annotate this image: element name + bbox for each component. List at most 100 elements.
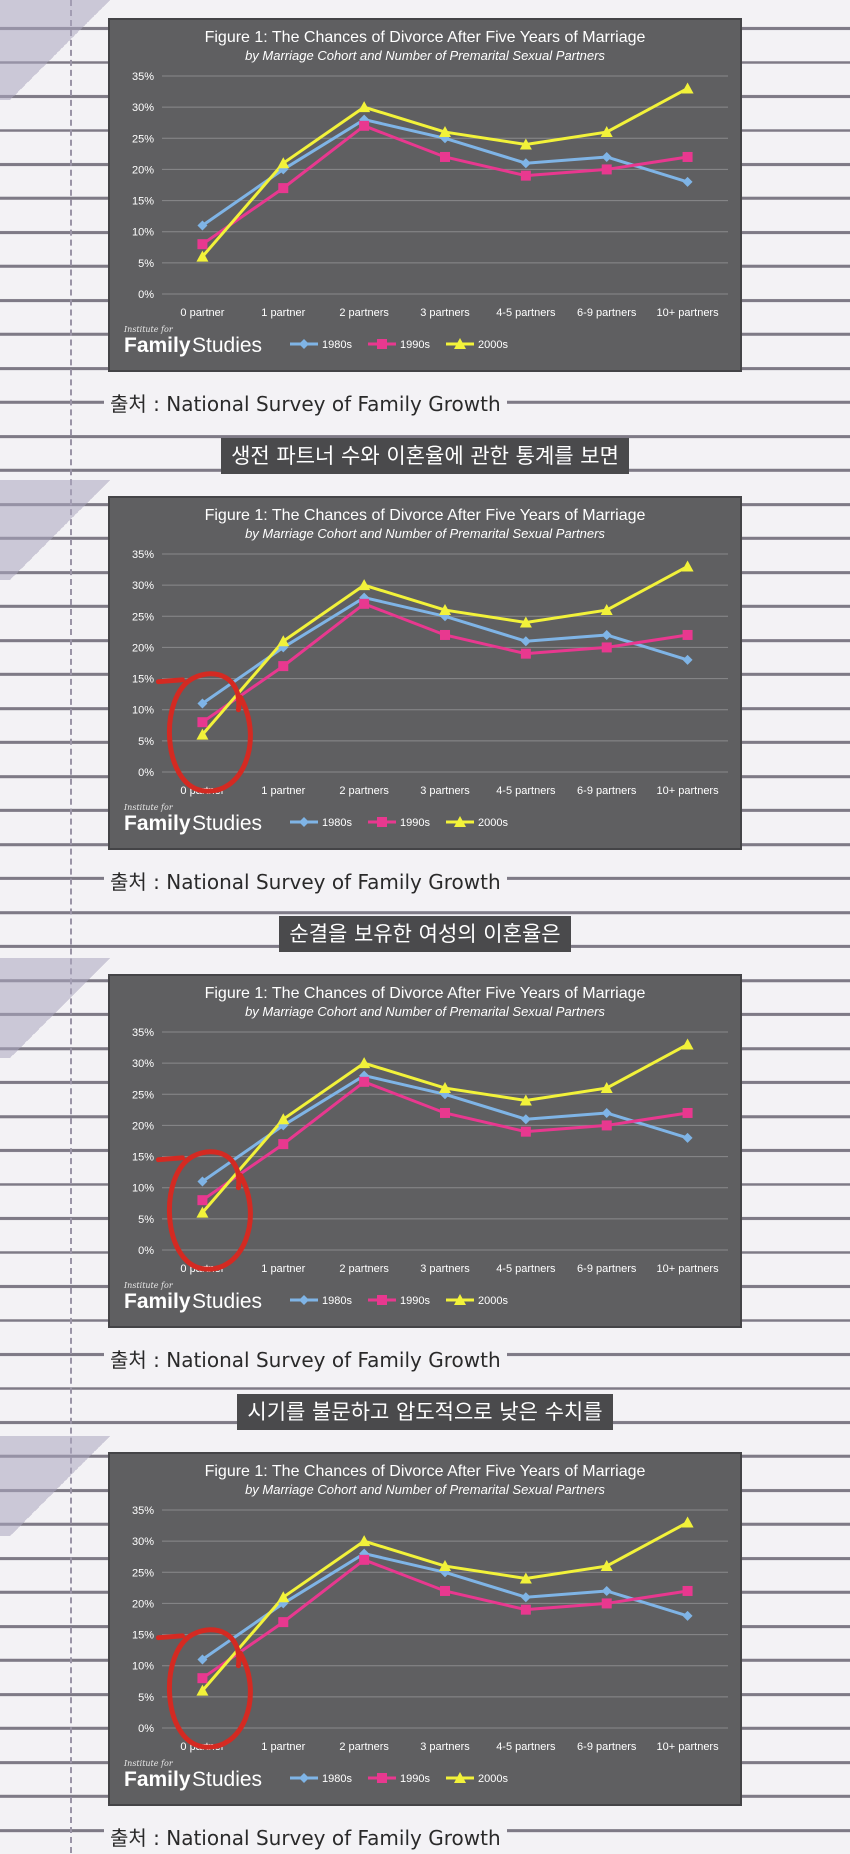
y-tick-label: 25%: [132, 611, 154, 623]
data-point-1980s: [197, 1176, 208, 1187]
x-tick-label: 10+ partners: [657, 307, 720, 319]
data-point-1980s: [440, 611, 450, 622]
data-point-2000s: [358, 101, 371, 113]
y-tick-label: 5%: [138, 1214, 154, 1226]
y-tick-label: 5%: [138, 258, 154, 270]
x-tick-label: 4-5 partners: [496, 1263, 556, 1275]
x-tick-label: 2 partners: [339, 307, 389, 319]
chart-subtitle: by Marriage Cohort and Number of Premari…: [245, 48, 605, 63]
y-tick-label: 20%: [132, 642, 154, 654]
data-point-1990s: [359, 120, 370, 131]
data-point-1990s: [359, 598, 370, 609]
legend-marker-1990s: [377, 1773, 387, 1783]
logo-studies-text: Studies: [192, 1768, 262, 1791]
y-tick-label: 10%: [132, 1661, 154, 1673]
y-tick-label: 0%: [138, 767, 154, 779]
data-point-1990s: [440, 629, 450, 640]
y-tick-label: 10%: [132, 227, 154, 239]
y-tick-label: 5%: [138, 736, 154, 748]
data-point-2000s: [681, 560, 694, 572]
legend-label-2000s: 2000s: [478, 1773, 508, 1785]
data-point-1990s: [278, 183, 289, 194]
data-point-1990s: [682, 629, 693, 640]
legend-label-1980s: 1980s: [322, 1773, 352, 1785]
y-tick-label: 5%: [138, 1692, 154, 1704]
x-tick-label: 2 partners: [339, 1741, 389, 1753]
y-tick-label: 35%: [132, 1027, 154, 1039]
legend-label-2000s: 2000s: [478, 1295, 508, 1307]
x-tick-label: 0 partner: [180, 307, 224, 319]
logo-studies-text: Studies: [192, 812, 262, 835]
logo-family-text: Family: [124, 812, 191, 835]
chart-subtitle: by Marriage Cohort and Number of Premari…: [245, 526, 605, 541]
legend-label-1990s: 1990s: [400, 1773, 430, 1785]
logo-family-text: Family: [124, 1290, 191, 1313]
data-point-2000s: [277, 1591, 290, 1603]
caption-text: 시기를 불문하고 압도적으로 낮은 수치를: [237, 1394, 613, 1430]
legend-marker-1990s: [377, 817, 387, 827]
chart-title: Figure 1: The Chances of Divorce After F…: [205, 985, 646, 1002]
data-point-1990s: [359, 1076, 370, 1087]
y-tick-label: 30%: [132, 580, 154, 592]
data-point-1980s: [682, 1132, 693, 1143]
data-point-1980s: [520, 636, 531, 647]
chart-subtitle: by Marriage Cohort and Number of Premari…: [245, 1004, 605, 1019]
x-tick-label: 4-5 partners: [496, 1741, 556, 1753]
x-tick-label: 6-9 partners: [577, 1741, 637, 1753]
data-point-1990s: [197, 1673, 208, 1684]
data-point-2000s: [681, 1516, 694, 1528]
caption: 생전 파트너 수와 이혼율에 관한 통계를 보면: [0, 438, 850, 474]
divorce-chart: Figure 1: The Chances of Divorce After F…: [108, 1452, 742, 1806]
x-tick-label: 3 partners: [420, 1741, 470, 1753]
chart-svg: Figure 1: The Chances of Divorce After F…: [123, 1463, 728, 1791]
page-corner-decoration: [0, 0, 120, 100]
logo-studies-text: Studies: [192, 1290, 262, 1313]
x-tick-label: 1 partner: [261, 1741, 305, 1753]
caption: 순결을 보유한 여성의 이혼율은: [0, 916, 850, 952]
chart-svg: Figure 1: The Chances of Divorce After F…: [123, 507, 728, 835]
y-tick-label: 30%: [132, 102, 154, 114]
data-point-2000s: [277, 1113, 290, 1125]
y-tick-label: 10%: [132, 1183, 154, 1195]
data-point-1980s: [440, 133, 450, 144]
x-tick-label: 3 partners: [420, 1263, 470, 1275]
caption-text: 순결을 보유한 여성의 이혼율은: [279, 916, 571, 952]
series-line-1990s: [201, 1080, 688, 1202]
legend-marker-1990s: [377, 1295, 387, 1305]
x-tick-label: 4-5 partners: [496, 307, 556, 319]
y-tick-label: 0%: [138, 289, 154, 301]
divorce-chart: Figure 1: The Chances of Divorce After F…: [108, 18, 742, 372]
legend-marker-1990s: [377, 339, 387, 349]
x-tick-label: 3 partners: [420, 307, 470, 319]
data-point-1990s: [682, 1585, 693, 1596]
data-point-1980s: [601, 1585, 612, 1596]
chart-title: Figure 1: The Chances of Divorce After F…: [205, 1463, 646, 1480]
series-line-1990s: [201, 602, 688, 724]
y-tick-label: 15%: [132, 674, 154, 686]
y-tick-label: 0%: [138, 1245, 154, 1257]
data-point-1990s: [601, 642, 612, 653]
data-point-1990s: [601, 1120, 612, 1131]
y-tick-label: 20%: [132, 1598, 154, 1610]
chart-subtitle: by Marriage Cohort and Number of Premari…: [245, 1482, 605, 1497]
chart-svg: Figure 1: The Chances of Divorce After F…: [123, 29, 728, 357]
x-tick-label: 1 partner: [261, 307, 305, 319]
data-point-1990s: [359, 1554, 370, 1565]
legend-marker-1980s: [299, 1295, 309, 1305]
page-corner-decoration: [0, 958, 120, 1058]
x-tick-label: 4-5 partners: [496, 785, 556, 797]
y-tick-label: 15%: [132, 196, 154, 208]
data-point-2000s: [196, 1684, 209, 1696]
data-point-1990s: [520, 1126, 531, 1137]
y-tick-label: 25%: [132, 133, 154, 145]
legend-marker-1980s: [299, 817, 309, 827]
chart-title: Figure 1: The Chances of Divorce After F…: [205, 29, 646, 46]
data-point-1980s: [601, 629, 612, 640]
data-point-1990s: [278, 661, 289, 672]
data-point-1990s: [520, 170, 531, 181]
legend-marker-1980s: [299, 1773, 309, 1783]
logo-family-text: Family: [124, 334, 191, 357]
y-tick-label: 30%: [132, 1536, 154, 1548]
data-point-2000s: [681, 1038, 694, 1050]
y-tick-label: 25%: [132, 1567, 154, 1579]
